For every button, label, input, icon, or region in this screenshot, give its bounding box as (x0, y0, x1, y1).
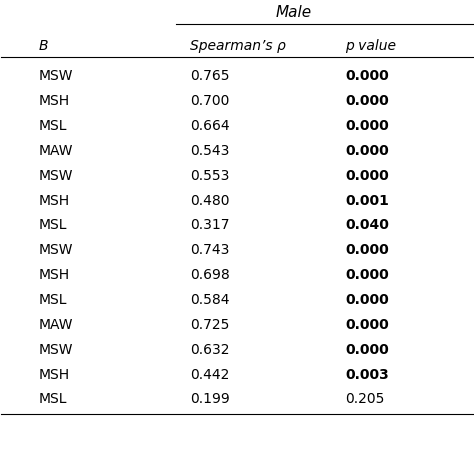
Text: 0.725: 0.725 (190, 318, 229, 332)
Text: MSW: MSW (39, 243, 73, 257)
Text: MSL: MSL (39, 119, 68, 133)
Text: MSW: MSW (39, 343, 73, 357)
Text: MSH: MSH (39, 193, 70, 208)
Text: MSL: MSL (39, 219, 68, 232)
Text: 0.553: 0.553 (190, 169, 229, 183)
Text: 0.632: 0.632 (190, 343, 229, 357)
Text: 0.584: 0.584 (190, 293, 229, 307)
Text: MSW: MSW (39, 69, 73, 83)
Text: 0.000: 0.000 (346, 169, 389, 183)
Text: 0.442: 0.442 (190, 368, 229, 382)
Text: 0.000: 0.000 (346, 69, 389, 83)
Text: 0.205: 0.205 (346, 392, 385, 406)
Text: 0.480: 0.480 (190, 193, 229, 208)
Text: 0.664: 0.664 (190, 119, 229, 133)
Text: 0.000: 0.000 (346, 144, 389, 158)
Text: 0.001: 0.001 (346, 193, 389, 208)
Text: 0.543: 0.543 (190, 144, 229, 158)
Text: MAW: MAW (39, 318, 73, 332)
Text: Male: Male (275, 5, 311, 20)
Text: MSL: MSL (39, 392, 68, 406)
Text: p value: p value (346, 39, 396, 53)
Text: 0.000: 0.000 (346, 318, 389, 332)
Text: 0.000: 0.000 (346, 293, 389, 307)
Text: 0.743: 0.743 (190, 243, 229, 257)
Text: MAW: MAW (39, 144, 73, 158)
Text: 0.765: 0.765 (190, 69, 229, 83)
Text: 0.003: 0.003 (346, 368, 389, 382)
Text: 0.698: 0.698 (190, 268, 229, 282)
Text: 0.000: 0.000 (346, 119, 389, 133)
Text: 0.040: 0.040 (346, 219, 389, 232)
Text: 0.000: 0.000 (346, 343, 389, 357)
Text: 0.000: 0.000 (346, 94, 389, 108)
Text: MSL: MSL (39, 293, 68, 307)
Text: 0.000: 0.000 (346, 268, 389, 282)
Text: B: B (39, 39, 49, 53)
Text: 0.199: 0.199 (190, 392, 229, 406)
Text: MSW: MSW (39, 169, 73, 183)
Text: MSH: MSH (39, 94, 70, 108)
Text: MSH: MSH (39, 368, 70, 382)
Text: 0.000: 0.000 (346, 243, 389, 257)
Text: 0.700: 0.700 (190, 94, 229, 108)
Text: Spearman’s ρ: Spearman’s ρ (190, 39, 286, 53)
Text: MSH: MSH (39, 268, 70, 282)
Text: 0.317: 0.317 (190, 219, 229, 232)
